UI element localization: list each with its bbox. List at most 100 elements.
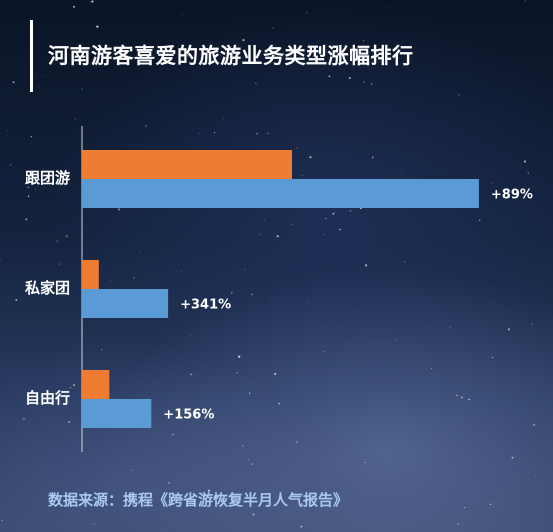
- star: [34, 188, 36, 190]
- star: [6, 130, 8, 131]
- category-label: 跟团游: [25, 169, 70, 187]
- star: [110, 280, 112, 282]
- star: [296, 147, 298, 150]
- star: [458, 94, 460, 96]
- star: [92, 19, 94, 21]
- star: [456, 394, 458, 397]
- star: [468, 398, 470, 401]
- star: [342, 52, 343, 54]
- star: [56, 240, 59, 243]
- star: [523, 160, 526, 163]
- star: [230, 291, 233, 294]
- star: [96, 25, 99, 28]
- star: [133, 276, 136, 279]
- star: [430, 368, 432, 370]
- star: [61, 174, 63, 175]
- star: [274, 372, 277, 375]
- star: [309, 156, 312, 159]
- star: [131, 469, 133, 472]
- bar-orange: [82, 260, 99, 289]
- bar-orange: [82, 370, 110, 399]
- star: [12, 81, 15, 84]
- star: [182, 14, 184, 15]
- star: [132, 504, 134, 506]
- star: [207, 489, 210, 492]
- star: [527, 172, 529, 174]
- star: [118, 208, 120, 211]
- star: [162, 530, 164, 532]
- star: [44, 76, 46, 77]
- star: [530, 273, 531, 275]
- star: [436, 72, 438, 74]
- star: [244, 291, 246, 293]
- star: [328, 75, 331, 78]
- star: [349, 209, 352, 212]
- star: [73, 5, 75, 8]
- star: [139, 251, 141, 253]
- star: [248, 458, 250, 461]
- star: [494, 302, 495, 303]
- star: [332, 212, 335, 215]
- star: [364, 462, 366, 464]
- star: [223, 118, 225, 120]
- star: [534, 474, 536, 476]
- star: [180, 271, 182, 272]
- star: [255, 82, 257, 85]
- star: [91, 0, 94, 3]
- data-label: +156%: [163, 408, 214, 423]
- star: [187, 54, 189, 57]
- star: [511, 456, 514, 459]
- star: [22, 417, 26, 421]
- star: [339, 228, 341, 231]
- star: [364, 264, 368, 267]
- star: [533, 423, 536, 427]
- star: [300, 525, 303, 528]
- star: [370, 83, 373, 85]
- star: [295, 440, 299, 443]
- star: [258, 233, 261, 236]
- star: [65, 235, 68, 238]
- star: [25, 218, 28, 221]
- star: [190, 335, 192, 336]
- star: [361, 3, 363, 5]
- star: [145, 124, 147, 127]
- star: [371, 156, 374, 159]
- star: [244, 269, 246, 270]
- star: [241, 445, 244, 447]
- star: [272, 27, 274, 29]
- star: [73, 384, 75, 386]
- star: [42, 468, 44, 470]
- star: [443, 218, 445, 220]
- data-source-note: 数据来源：携程《跨省游恢复半月人气报告》: [48, 491, 349, 509]
- star: [93, 523, 95, 525]
- star: [507, 328, 510, 331]
- star: [457, 522, 460, 525]
- star: [531, 323, 533, 325]
- star: [38, 85, 40, 87]
- star: [238, 355, 241, 358]
- star: [69, 386, 72, 389]
- category-label: 私家团: [24, 279, 70, 297]
- title-accent-bar: [30, 20, 33, 92]
- star: [325, 218, 327, 220]
- star: [278, 402, 281, 405]
- star: [395, 339, 398, 341]
- star: [68, 420, 71, 424]
- star: [348, 76, 351, 80]
- bar-blue: [82, 399, 152, 428]
- data-label: +341%: [180, 298, 231, 313]
- star: [251, 293, 254, 296]
- star: [267, 132, 269, 134]
- bar-blue: [82, 179, 479, 208]
- star: [270, 297, 272, 299]
- star: [30, 135, 33, 138]
- star: [490, 182, 492, 184]
- chart-title: 河南游客喜爱的旅游业务类型涨幅排行: [48, 44, 414, 68]
- star: [249, 392, 251, 394]
- star: [0, 258, 1, 260]
- star: [306, 12, 308, 14]
- star: [172, 433, 174, 436]
- star: [449, 326, 452, 328]
- star: [363, 81, 366, 83]
- bar-orange: [82, 150, 292, 179]
